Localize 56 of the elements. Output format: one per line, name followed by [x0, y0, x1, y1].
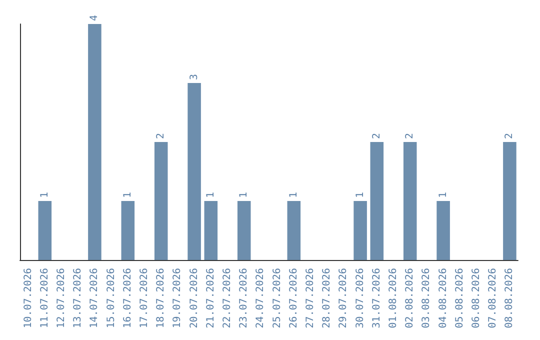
x-tick-label: 23.07.2026 — [238, 268, 250, 328]
bar — [188, 83, 201, 260]
data-label: 2 — [371, 132, 382, 139]
data-label: 1 — [354, 192, 366, 198]
x-tick-label: 16.07.2026 — [122, 268, 134, 328]
bar — [154, 142, 168, 260]
x-tick-label: 26.07.2026 — [288, 268, 300, 328]
x-tick-label: 28.07.2026 — [322, 268, 333, 328]
x-tick-label: 29.07.2026 — [338, 268, 350, 328]
x-tick-label: 27.07.2026 — [305, 268, 316, 328]
x-tick-label: 05.08.2026 — [454, 268, 466, 328]
bar — [121, 201, 135, 260]
data-label: 3 — [188, 74, 200, 80]
data-label: 1 — [39, 192, 50, 198]
bar — [370, 142, 384, 260]
bar — [354, 201, 367, 260]
data-label: 1 — [438, 192, 449, 198]
x-tick-label: 15.07.2026 — [106, 268, 117, 328]
data-label: 2 — [156, 132, 167, 139]
bar — [38, 201, 52, 260]
bar — [503, 142, 516, 260]
x-tick-label: 08.08.2026 — [504, 268, 516, 328]
data-label: 1 — [122, 192, 134, 198]
x-tick-label: 14.07.2026 — [89, 268, 100, 328]
bar — [88, 24, 102, 260]
bar — [204, 201, 218, 260]
x-tick-label: 12.07.2026 — [56, 268, 67, 328]
x-tick-label: 06.08.2026 — [471, 268, 482, 328]
x-tick-label: 30.07.2026 — [354, 268, 366, 328]
data-label: 1 — [205, 192, 216, 198]
x-tick-label: 13.07.2026 — [72, 268, 84, 328]
bar — [287, 201, 301, 260]
x-tick-label: 01.08.2026 — [388, 268, 399, 328]
x-tick-label: 21.07.2026 — [205, 268, 216, 328]
x-tick-label: 19.07.2026 — [172, 268, 184, 328]
x-tick-label: 22.07.2026 — [222, 268, 233, 328]
x-tick-label: 31.07.2026 — [371, 268, 382, 328]
data-label: 1 — [288, 192, 300, 198]
bar — [436, 201, 450, 260]
bar — [403, 142, 417, 260]
x-tick-label: 02.08.2026 — [404, 268, 416, 328]
x-tick-label: 04.08.2026 — [438, 268, 449, 328]
x-tick-label: 17.07.2026 — [139, 268, 150, 328]
x-tick-label: 10.07.2026 — [22, 268, 34, 328]
data-label: 4 — [89, 14, 100, 21]
x-tick-label: 24.07.2026 — [255, 268, 266, 328]
bar — [237, 201, 251, 260]
x-tick-label: 18.07.2026 — [156, 268, 167, 328]
data-label: 2 — [404, 132, 416, 139]
data-label: 2 — [504, 132, 516, 139]
x-tick-label: 20.07.2026 — [188, 268, 200, 328]
x-tick-label: 25.07.2026 — [272, 268, 283, 328]
x-tick-label: 03.08.2026 — [421, 268, 432, 328]
x-tick-label: 11.07.2026 — [39, 268, 50, 328]
data-label: 1 — [238, 192, 250, 198]
x-tick-label: 07.08.2026 — [488, 268, 499, 328]
